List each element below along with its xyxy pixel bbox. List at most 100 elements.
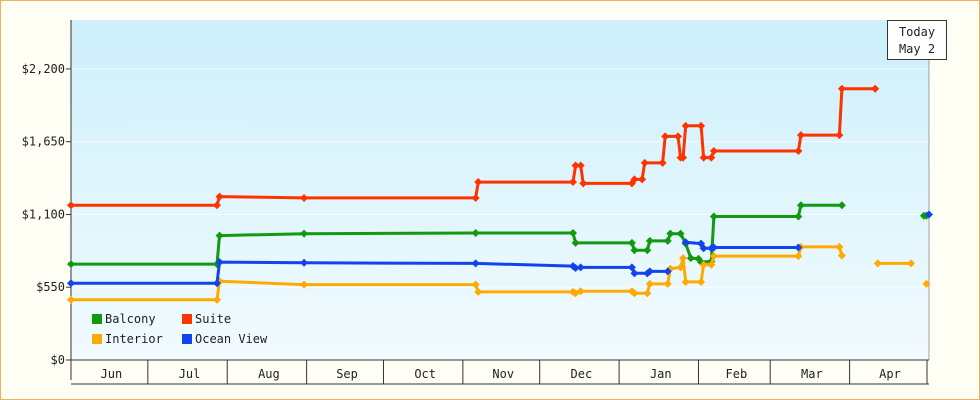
data-point-1-0-12: [638, 175, 647, 184]
x-tick-label-jan: Jan: [650, 367, 672, 381]
plot-area: [71, 20, 929, 360]
data-point-0-0-15: [686, 254, 695, 263]
data-point-2-0-12: [645, 279, 654, 288]
data-point-tail1-0-0: [925, 210, 933, 219]
data-point-2-0-3: [300, 280, 309, 289]
data-point-0-0-13: [676, 229, 685, 238]
data-point-3-0-12: [663, 267, 672, 276]
legend-label-interior: Interior: [105, 332, 163, 346]
y-tick-label-0: $0: [51, 353, 65, 367]
data-point-3-0-0: [67, 279, 75, 288]
data-point-0-0-3: [300, 229, 309, 238]
legend-swatch-suite: [182, 314, 192, 324]
data-point-0-0-19: [709, 212, 718, 221]
data-point-2-0-10: [630, 289, 639, 298]
x-tick-label-dec: Dec: [571, 367, 593, 381]
data-point-2-0-19: [699, 260, 708, 269]
data-point-1-0-7: [571, 161, 580, 170]
y-tick-label-4: $2,200: [22, 62, 65, 76]
data-point-2-0-13: [663, 279, 672, 288]
legend-label-suite: Suite: [195, 312, 232, 326]
data-point-1-0-18: [679, 153, 688, 162]
data-point-2-0-4: [471, 280, 480, 289]
data-point-0-0-9: [643, 246, 652, 255]
y-tick-label-2: $1,100: [22, 207, 65, 221]
y-tick-labels: $0 $550 $1,100 $1,650 $2,200: [22, 62, 65, 367]
data-point-1-0-24: [794, 146, 803, 155]
x-tick-label-mar: Mar: [801, 367, 823, 381]
data-point-1-0-13: [640, 158, 649, 167]
data-point-3-1-0: [681, 238, 690, 247]
data-point-0-0-22: [837, 201, 846, 210]
today-marker-box: Today May 2: [887, 20, 947, 60]
data-point-2-0-22: [794, 252, 803, 261]
x-tick-label-jul: Jul: [179, 367, 201, 381]
data-point-1-0-1: [212, 201, 221, 210]
data-point-2-0-16: [679, 254, 688, 263]
axes: [66, 20, 930, 385]
data-point-2-0-8: [576, 287, 585, 296]
data-point-1-0-9: [579, 179, 588, 188]
today-date: May 2: [898, 42, 936, 56]
data-point-2-0-17: [681, 277, 690, 286]
data-point-1-0-16: [674, 132, 683, 141]
data-point-3-1-5: [794, 243, 803, 252]
x-tick-label-sep: Sep: [336, 367, 358, 381]
data-point-3-0-9: [630, 269, 639, 278]
legend-item-ocean-view: Ocean View: [182, 332, 267, 346]
data-point-0-0-12: [666, 229, 675, 238]
data-point-1-0-2: [215, 192, 224, 201]
data-point-0-0-8: [630, 246, 639, 255]
series-ocean-view: [67, 238, 803, 288]
data-point-3-0-6: [571, 264, 580, 273]
data-point-1-0-28: [871, 84, 880, 93]
today-label: Today: [898, 25, 936, 39]
data-point-2-1-1: [907, 259, 916, 268]
data-point-2-0-15: [676, 263, 685, 272]
data-point-1-0-4: [471, 193, 480, 202]
x-axis-months: Jun Jul Aug Sep Oct Nov Dec Jan Feb Mar Apr: [101, 367, 901, 381]
data-point-3-1-4: [709, 243, 718, 252]
series-suite: [67, 84, 880, 210]
data-point-2-0-21: [709, 252, 718, 261]
data-point-0-0-21: [796, 201, 805, 210]
data-point-3-0-11: [645, 267, 654, 276]
data-point-2-0-5: [474, 287, 483, 296]
x-tick-label-nov: Nov: [492, 367, 514, 381]
data-point-3-0-3: [300, 258, 309, 267]
data-point-2-0-18: [697, 277, 706, 286]
series-ocean-view-tail: [925, 210, 933, 219]
data-point-1-0-3: [300, 193, 309, 202]
data-point-1-0-26: [835, 131, 844, 140]
data-point-1-0-22: [707, 153, 716, 162]
data-point-1-0-27: [837, 84, 846, 93]
data-point-3-1-2: [699, 244, 708, 253]
data-point-0-0-11: [663, 236, 672, 245]
legend-label-ocean-view: Ocean View: [195, 332, 268, 346]
data-point-2-2-0: [922, 279, 931, 288]
data-point-0-0-2: [215, 231, 224, 240]
data-point-1-0-6: [568, 178, 577, 187]
data-point-1-0-19: [681, 121, 690, 130]
data-point-1-0-11: [630, 175, 639, 184]
legend-item-interior: Interior: [92, 332, 163, 346]
data-point-2-0-24: [835, 242, 844, 251]
data-point-2-0-20: [707, 260, 716, 269]
x-tick-label-jun: Jun: [101, 367, 123, 381]
data-point-2-0-0: [67, 295, 75, 304]
x-tick-label-aug: Aug: [258, 367, 280, 381]
grid: [71, 68, 929, 288]
data-point-1-0-0: [67, 201, 75, 210]
y-tick-label-3: $1,650: [22, 135, 65, 149]
legend-label-balcony: Balcony: [105, 312, 156, 326]
data-point-3-0-2: [215, 258, 224, 267]
x-tick-label-feb: Feb: [726, 367, 748, 381]
series-lines: [67, 84, 933, 304]
legend-item-suite: Suite: [182, 312, 231, 326]
data-point-2-0-1: [212, 295, 221, 304]
data-point-1-0-14: [658, 158, 667, 167]
x-tick-label-apr: Apr: [879, 367, 901, 381]
legend-swatch-interior: [92, 334, 102, 344]
data-point-1-0-21: [699, 153, 708, 162]
